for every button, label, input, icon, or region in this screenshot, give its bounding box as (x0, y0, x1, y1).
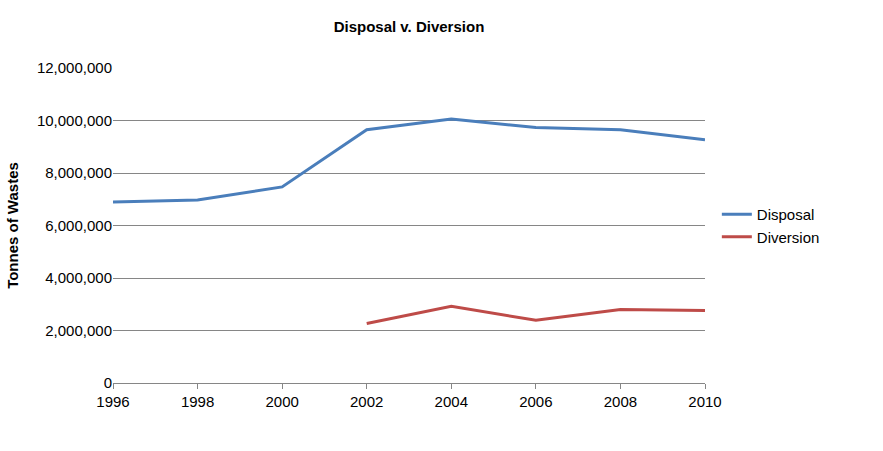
svg-text:0: 0 (104, 374, 112, 391)
svg-text:1996: 1996 (96, 393, 129, 410)
svg-text:2008: 2008 (604, 393, 637, 410)
svg-text:2002: 2002 (350, 393, 383, 410)
svg-text:1998: 1998 (181, 393, 214, 410)
svg-text:Diversion: Diversion (757, 229, 820, 246)
svg-text:Tonnes of Wastes: Tonnes of Wastes (4, 162, 21, 289)
svg-text:6,000,000: 6,000,000 (45, 217, 112, 234)
svg-text:Disposal: Disposal (757, 206, 815, 223)
svg-text:4,000,000: 4,000,000 (45, 269, 112, 286)
svg-text:12,000,000: 12,000,000 (37, 59, 112, 76)
svg-text:10,000,000: 10,000,000 (37, 112, 112, 129)
svg-text:Disposal v. Diversion: Disposal v. Diversion (334, 18, 485, 35)
svg-text:2004: 2004 (435, 393, 468, 410)
svg-text:8,000,000: 8,000,000 (45, 164, 112, 181)
svg-text:2000: 2000 (265, 393, 298, 410)
svg-text:2006: 2006 (519, 393, 552, 410)
svg-text:2,000,000: 2,000,000 (45, 322, 112, 339)
svg-text:2010: 2010 (688, 393, 721, 410)
